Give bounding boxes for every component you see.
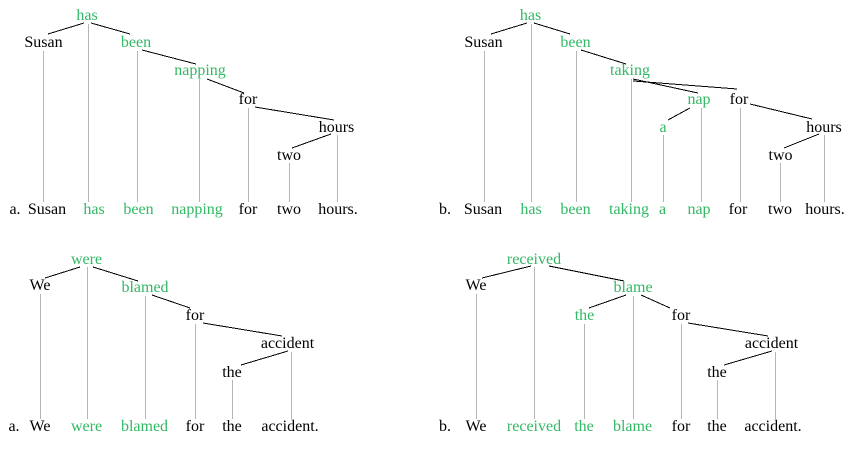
sentence-word: hours. (318, 201, 358, 218)
tree-word: were (70, 251, 103, 268)
tree-word: nap (687, 91, 711, 108)
sentence-word: accident. (744, 418, 802, 435)
sentence-word: has (520, 201, 542, 218)
tree-word: accident (260, 335, 315, 352)
tree-word: the (222, 363, 242, 381)
tree-word: We (29, 277, 51, 294)
tree-word: Susan (24, 34, 63, 51)
dependency-edge (151, 294, 191, 309)
tree-word: a (659, 118, 667, 136)
dependency-edge (723, 350, 773, 366)
tree-word: the (707, 363, 727, 381)
sentence-label: b. (439, 418, 451, 435)
tree-word: accident (744, 335, 799, 352)
tree-word: two (768, 146, 793, 164)
sentence-label: b. (439, 201, 451, 218)
dependency-edge (291, 133, 332, 149)
tree-word: has (76, 7, 98, 24)
tree-word: received (506, 251, 562, 268)
sentence-word: the (574, 418, 594, 435)
sentence-word: Susan (27, 201, 67, 218)
dependency-edge (640, 294, 671, 309)
dependency-edge (783, 133, 820, 149)
sentence-word: We (29, 418, 51, 435)
dependency-edge (481, 265, 532, 279)
dependency-edge (548, 265, 625, 282)
sentence-word: accident. (261, 418, 319, 435)
sentence-word: hours. (805, 201, 845, 218)
sentence-word: the (707, 418, 727, 435)
sentence-word: blamed (120, 418, 169, 435)
sentence-word: for (728, 201, 748, 218)
tree-word: hours (318, 118, 355, 136)
sentence-word: has (83, 201, 105, 218)
tree-word: been (120, 34, 152, 51)
dependency-edge (47, 22, 85, 35)
sentence-word: two (277, 201, 301, 218)
dependency-edge (749, 103, 813, 120)
dependency-edge (667, 107, 691, 121)
dependency-edge (240, 350, 289, 366)
tree-word: two (277, 146, 301, 164)
tree-word: for (729, 91, 749, 108)
tree-word: for (671, 307, 691, 324)
tree-word: been (560, 34, 591, 51)
dependency-edge (202, 322, 283, 337)
tree-word: blamed (121, 279, 169, 296)
dependency-edge (44, 266, 81, 279)
sentence-word: two (768, 201, 792, 218)
tree-word: We (465, 277, 487, 294)
dependency-edge (533, 22, 571, 35)
tree-word: Susan (464, 34, 503, 51)
sentence-word: for (671, 418, 691, 435)
tree-word: for (238, 91, 258, 108)
tree-word: the (574, 307, 595, 324)
dependency-edge (206, 78, 245, 94)
dependency-edge (141, 49, 197, 65)
sentence-word: taking (609, 201, 649, 218)
sentence-word: received (506, 418, 562, 435)
sentence-word: for (238, 201, 258, 218)
sentence-word: nap (687, 201, 711, 218)
tree-word: hours (806, 118, 842, 136)
tree-word: for (185, 307, 205, 324)
sentence-word: were (70, 418, 103, 435)
tree-word: has (519, 7, 542, 24)
dependency-edge (254, 106, 335, 121)
sentence-label: a. (8, 418, 20, 435)
dependency-edge (687, 322, 769, 337)
tree-word: napping (174, 62, 226, 79)
dependency-edge (580, 49, 627, 65)
sentence-word: napping (171, 201, 223, 218)
tree-word: blame (613, 279, 653, 296)
sentence-word: blame (612, 418, 653, 435)
dependency-edge (588, 294, 627, 309)
sentence-word: We (465, 418, 487, 435)
sentence-word: a (658, 201, 667, 218)
sentence-word: for (185, 418, 205, 435)
dependency-edge (632, 80, 738, 90)
sentence-word: been (123, 201, 154, 218)
sentence-word: Susan (463, 201, 503, 218)
sentence-label: a. (9, 201, 21, 218)
dependency-edge (92, 266, 139, 282)
sentence-word: the (222, 418, 242, 435)
dependency-edge (490, 22, 528, 35)
tree-word: taking (610, 62, 650, 79)
sentence-word: been (560, 201, 591, 218)
dependency-edge (90, 22, 131, 35)
